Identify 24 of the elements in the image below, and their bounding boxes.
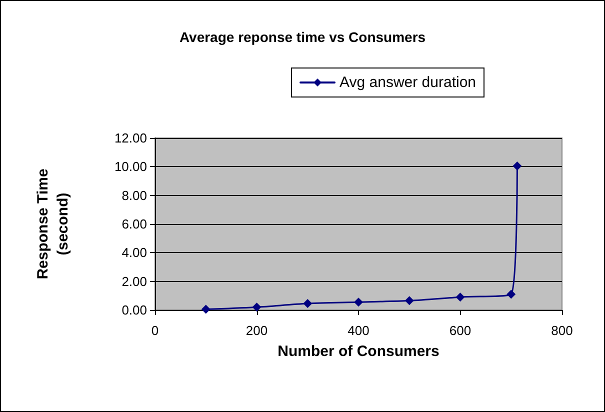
legend-label: Avg answer duration (340, 74, 476, 91)
point (201, 304, 210, 314)
y-tick-label: 6.00 (122, 216, 147, 232)
x-tick-label: 0 (151, 323, 159, 338)
x-axis-title: Number of Consumers (278, 343, 440, 360)
x-tick-label: 600 (449, 323, 472, 338)
x-tick-label: 400 (348, 323, 370, 338)
y-tick-label: 0.00 (122, 302, 147, 318)
x-tick-label: 800 (551, 323, 573, 338)
y-axis-title: Response Time (second) (34, 168, 72, 280)
y-tick-label: 10.00 (114, 159, 147, 174)
point (252, 302, 262, 312)
y-tick-label: 8.00 (122, 188, 147, 203)
chart-title: Average reponse time vs Consumers (179, 29, 426, 45)
point (404, 296, 414, 306)
point (512, 161, 522, 170)
y-tick-label: 2.00 (122, 274, 147, 289)
point (303, 299, 312, 308)
x-tick-label: 200 (246, 323, 268, 338)
y-tick-label: 4.00 (122, 245, 147, 260)
point (354, 298, 363, 307)
point (506, 290, 516, 299)
point (456, 292, 465, 302)
y-tick-label: 12.00 (114, 130, 147, 146)
